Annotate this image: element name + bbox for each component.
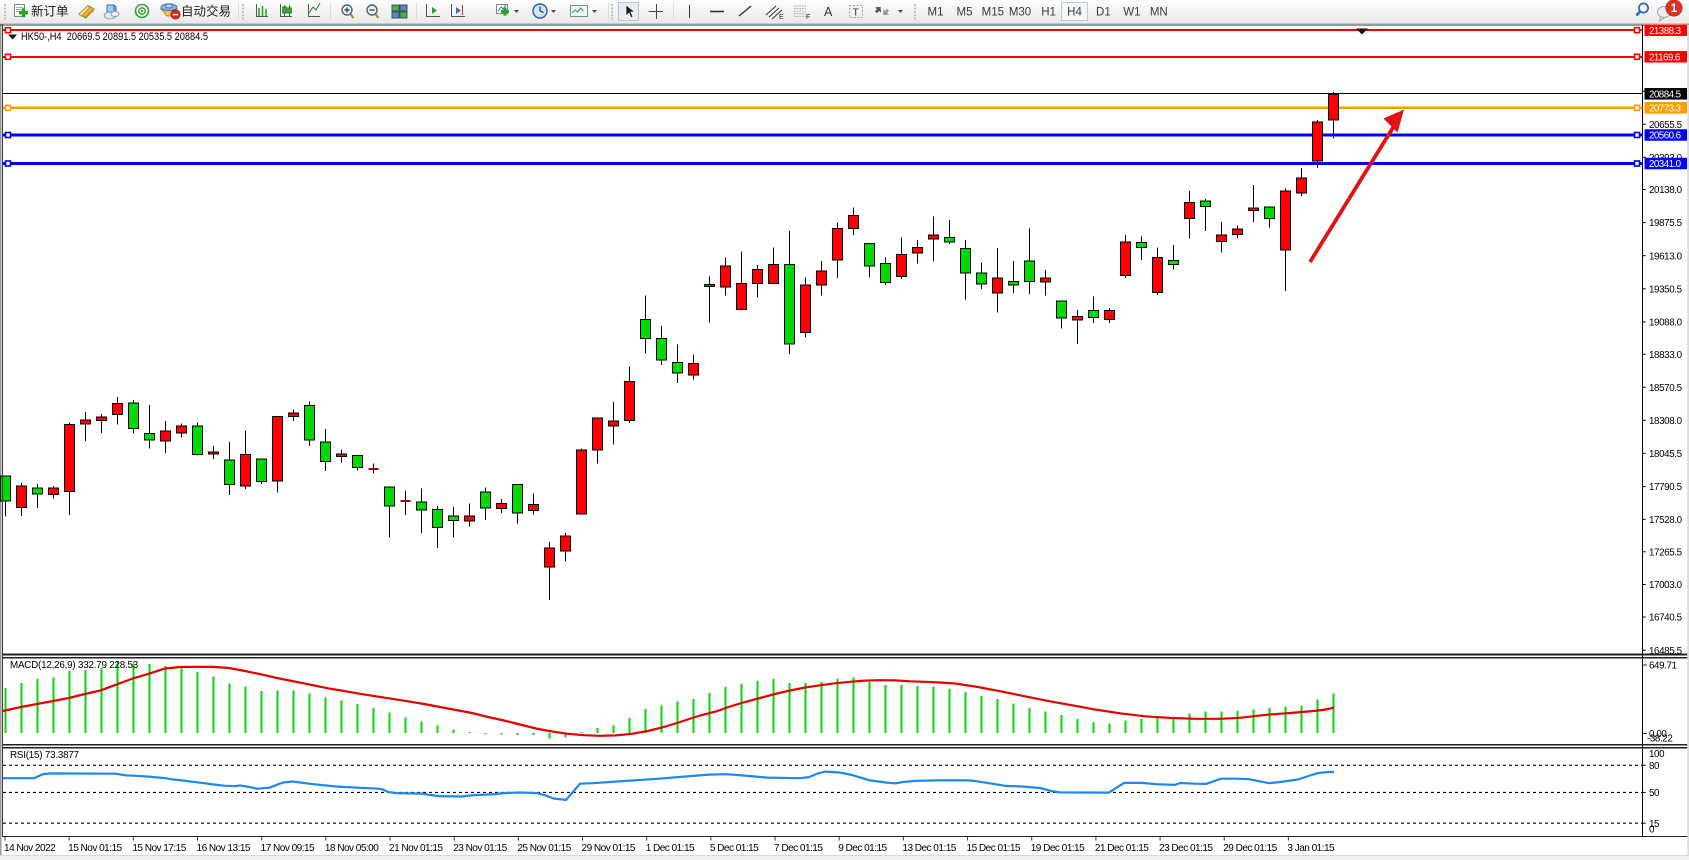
svg-text:50: 50	[1649, 788, 1660, 799]
svg-text:20560.6: 20560.6	[1649, 131, 1682, 142]
svg-text:M15: M15	[982, 7, 1004, 19]
svg-text:16485.5: 16485.5	[1649, 646, 1683, 657]
svg-text:-38.22: -38.22	[1647, 733, 1672, 744]
svg-text:17265.5: 17265.5	[1649, 547, 1683, 558]
svg-text:80: 80	[1649, 761, 1660, 772]
svg-text:T: T	[853, 7, 860, 19]
svg-text:M1: M1	[928, 7, 944, 19]
svg-text:23 Nov 01:15: 23 Nov 01:15	[453, 843, 507, 854]
svg-text:18570.5: 18570.5	[1649, 383, 1683, 394]
svg-text:17 Nov 09:15: 17 Nov 09:15	[261, 843, 315, 854]
svg-text:新订单: 新订单	[31, 4, 69, 19]
svg-text:21169.6: 21169.6	[1649, 53, 1681, 64]
svg-text:21388.3: 21388.3	[1649, 26, 1682, 37]
svg-text:20655.5: 20655.5	[1649, 120, 1683, 131]
svg-text:29 Nov 01:15: 29 Nov 01:15	[582, 843, 636, 854]
svg-text:20773.3: 20773.3	[1649, 104, 1682, 115]
svg-text:3 Jan 01:15: 3 Jan 01:15	[1287, 843, 1335, 854]
svg-text:18833.0: 18833.0	[1649, 350, 1683, 361]
svg-text:19088.0: 19088.0	[1649, 318, 1683, 329]
svg-text:29 Dec 01:15: 29 Dec 01:15	[1223, 843, 1277, 854]
svg-text:20884.5: 20884.5	[1649, 90, 1682, 101]
svg-text:17790.5: 17790.5	[1649, 482, 1683, 493]
svg-text:1 Dec 01:15: 1 Dec 01:15	[646, 843, 695, 854]
svg-text:18045.5: 18045.5	[1649, 449, 1683, 460]
svg-text:16740.5: 16740.5	[1649, 613, 1683, 624]
svg-text:E: E	[779, 14, 784, 21]
svg-text:1: 1	[1671, 3, 1678, 15]
svg-text:17003.0: 17003.0	[1649, 580, 1683, 591]
svg-text:MACD(12,26,9) 332.79 228.53: MACD(12,26,9) 332.79 228.53	[10, 660, 139, 671]
svg-text:0: 0	[1649, 825, 1655, 836]
svg-text:9 Dec 01:15: 9 Dec 01:15	[838, 843, 887, 854]
svg-text:0.00: 0.00	[1649, 729, 1667, 740]
svg-text:HK50-,H4 20669.5 20891.5 2053: HK50-,H4 20669.5 20891.5 20535.5 20884.5	[21, 31, 208, 43]
svg-text:7 Dec 01:15: 7 Dec 01:15	[774, 843, 823, 854]
svg-text:M5: M5	[957, 7, 973, 19]
svg-text:15 Nov 01:15: 15 Nov 01:15	[68, 843, 122, 854]
svg-text:M30: M30	[1009, 7, 1031, 19]
svg-text:19875.5: 19875.5	[1649, 218, 1683, 229]
svg-text:MN: MN	[1150, 7, 1168, 19]
svg-text:21 Nov 01:15: 21 Nov 01:15	[389, 843, 443, 854]
svg-text:16 Nov 13:15: 16 Nov 13:15	[197, 843, 251, 854]
svg-text:18 Nov 05:00: 18 Nov 05:00	[325, 843, 379, 854]
svg-text:17528.0: 17528.0	[1649, 515, 1683, 526]
svg-text:19 Dec 01:15: 19 Dec 01:15	[1031, 843, 1085, 854]
svg-text:H1: H1	[1041, 7, 1056, 19]
svg-text:19350.5: 19350.5	[1649, 284, 1683, 295]
svg-text:15 Dec 01:15: 15 Dec 01:15	[967, 843, 1021, 854]
svg-text:21 Dec 01:15: 21 Dec 01:15	[1095, 843, 1149, 854]
svg-text:F: F	[806, 14, 810, 21]
svg-text:23 Dec 01:15: 23 Dec 01:15	[1159, 843, 1213, 854]
svg-text:19613.0: 19613.0	[1649, 251, 1683, 262]
svg-text:649.71: 649.71	[1649, 661, 1677, 672]
svg-text:5 Dec 01:15: 5 Dec 01:15	[710, 843, 759, 854]
svg-text:13 Dec 01:15: 13 Dec 01:15	[902, 843, 956, 854]
svg-text:15 Nov 17:15: 15 Nov 17:15	[132, 843, 186, 854]
svg-text:W1: W1	[1123, 7, 1140, 19]
svg-text:A: A	[824, 5, 833, 19]
svg-text:RSI(15) 73.3877: RSI(15) 73.3877	[10, 750, 79, 761]
svg-text:20341.0: 20341.0	[1649, 159, 1682, 170]
svg-text:18308.0: 18308.0	[1649, 416, 1683, 427]
svg-text:15: 15	[1649, 819, 1660, 830]
svg-text:20138.0: 20138.0	[1649, 185, 1683, 196]
svg-text:25 Nov 01:15: 25 Nov 01:15	[517, 843, 571, 854]
svg-text:100: 100	[1649, 749, 1665, 760]
svg-text:H4: H4	[1067, 7, 1082, 19]
svg-text:自动交易: 自动交易	[181, 4, 231, 19]
svg-text:D1: D1	[1096, 7, 1111, 19]
svg-text:14 Nov 2022: 14 Nov 2022	[4, 843, 56, 854]
